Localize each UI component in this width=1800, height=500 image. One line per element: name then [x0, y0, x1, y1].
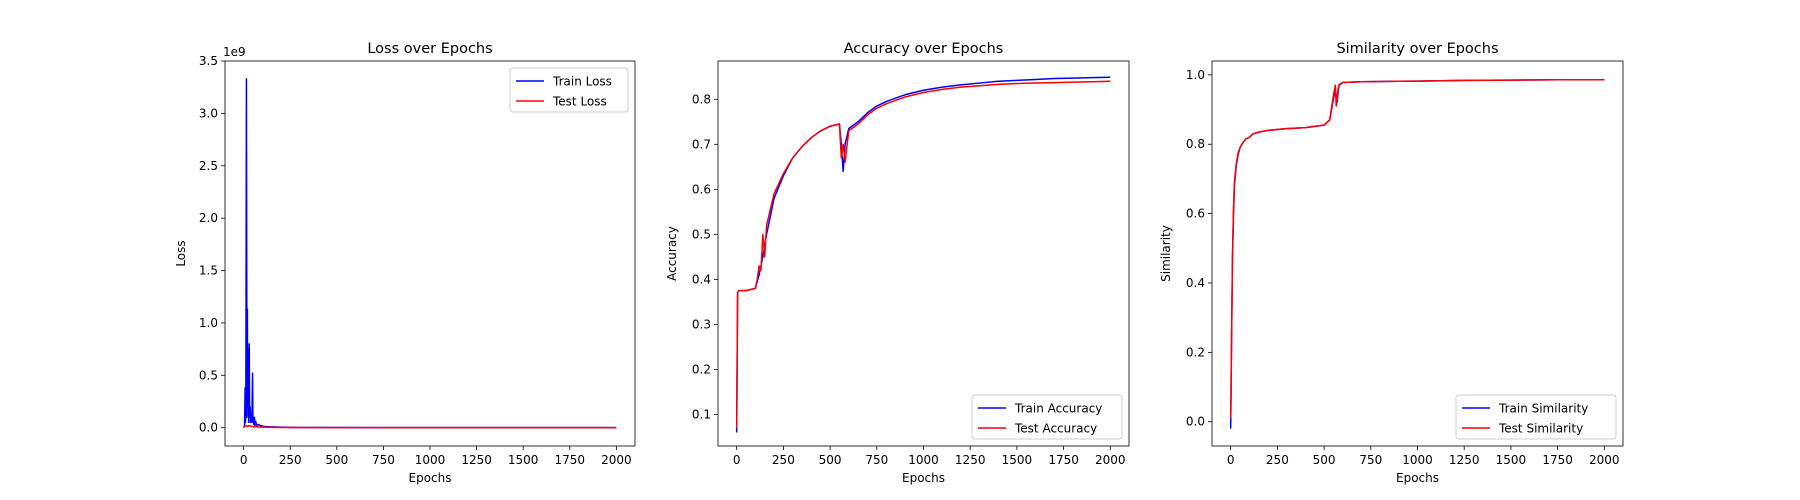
legend-box [1455, 394, 1617, 440]
x-tick-label: 1500 [1496, 453, 1527, 467]
legend-label-test: Test Accuracy [1014, 422, 1097, 436]
x-tick-label: 250 [1266, 453, 1289, 467]
y-tick-label: 2.0 [199, 211, 218, 225]
axes-frame [1211, 60, 1624, 447]
y-tick-label: 3.0 [199, 106, 218, 120]
x-tick-label: 1250 [1449, 453, 1480, 467]
y-tick-label: 3.5 [199, 54, 218, 68]
chart-title: Accuracy over Epochs [844, 41, 1004, 57]
series-line-test [243, 424, 617, 429]
x-tick-label: 1750 [554, 453, 585, 467]
y-tick-label: 0.2 [692, 362, 711, 376]
chart-panel-1: 0 250 500 750 1000 1250 1500 1750 2000 0.0 0.5 1.0 1… [174, 41, 636, 485]
x-tick-label: 750 [1359, 453, 1382, 467]
y-tick-label: 0.1 [692, 407, 711, 421]
y-tick-label: 0.8 [692, 92, 711, 106]
y-tick-label: 1.5 [199, 264, 218, 278]
x-tick-label: 750 [372, 453, 395, 467]
y-tick-label: 0.3 [692, 317, 711, 331]
legend-label-test: Test Loss [552, 95, 607, 109]
x-tick-label: 1500 [1002, 453, 1033, 467]
legend: Train Similarity Test Similarity [1455, 394, 1617, 440]
x-tick-label: 1250 [955, 453, 986, 467]
x-tick-label: 250 [772, 453, 795, 467]
series-line-test [735, 80, 1111, 428]
y-tick-label: 0.6 [692, 182, 711, 196]
y-tick-label: 0.0 [199, 421, 218, 435]
series-line-train [242, 78, 617, 429]
y-tick-label: 0.6 [1186, 207, 1205, 221]
y-offset-text: 1e9 [223, 45, 246, 59]
y-tick-label: 0.0 [1186, 415, 1205, 429]
y-axis-label: Similarity [1159, 225, 1173, 282]
x-tick-label: 2000 [1095, 453, 1126, 467]
x-tick-label: 0 [733, 453, 741, 467]
legend-box [971, 394, 1123, 440]
series-line-test [1229, 78, 1605, 419]
y-tick-label: 0.5 [199, 368, 218, 382]
y-tick-label: 0.5 [692, 227, 711, 241]
axes-frame [717, 60, 1130, 447]
x-tick-label: 1000 [415, 453, 446, 467]
x-axis-label: Epochs [1396, 471, 1439, 485]
y-tick-label: 0.8 [1186, 137, 1205, 151]
chart-panel-3: 0 250 500 750 1000 1250 1500 1750 2000 0.0 0.2 0.4 0… [1159, 41, 1624, 485]
x-tick-label: 1250 [461, 453, 492, 467]
x-tick-label: 500 [325, 453, 348, 467]
legend: Train Loss Test Loss [509, 67, 629, 113]
x-tick-label: 500 [1313, 453, 1336, 467]
y-axis-label: Loss [174, 240, 188, 266]
series-line-train [735, 76, 1111, 433]
y-tick-label: 0.2 [1186, 345, 1205, 359]
legend: Train Accuracy Test Accuracy [971, 394, 1123, 440]
x-tick-label: 1750 [1048, 453, 1079, 467]
y-tick-label: 0.7 [692, 137, 711, 151]
legend-label-train: Train Similarity [1498, 402, 1588, 416]
axes-frame [224, 60, 636, 447]
legend-label-train: Train Loss [552, 75, 612, 89]
x-tick-label: 1750 [1542, 453, 1573, 467]
series-line-train [1229, 78, 1605, 429]
legend-label-test: Test Similarity [1498, 422, 1583, 436]
x-tick-label: 1000 [908, 453, 939, 467]
x-tick-label: 1000 [1402, 453, 1433, 467]
x-tick-label: 2000 [601, 453, 632, 467]
x-tick-label: 0 [1227, 453, 1235, 467]
y-tick-label: 1.0 [199, 316, 218, 330]
x-tick-label: 1500 [508, 453, 539, 467]
chart-title: Similarity over Epochs [1336, 41, 1498, 57]
x-axis-label: Epochs [409, 471, 452, 485]
chart-title: Loss over Epochs [367, 41, 492, 57]
x-tick-label: 750 [865, 453, 888, 467]
y-axis-label: Accuracy [665, 226, 679, 281]
y-tick-label: 2.5 [199, 159, 218, 173]
x-axis-label: Epochs [902, 471, 945, 485]
chart-panel-2: 0 250 500 750 1000 1250 1500 1750 2000 0.1 0.2 0.3 0… [665, 41, 1130, 485]
y-tick-label: 0.4 [692, 272, 711, 286]
x-tick-label: 500 [819, 453, 842, 467]
x-tick-label: 2000 [1589, 453, 1620, 467]
y-tick-label: 0.4 [1186, 276, 1205, 290]
x-tick-label: 250 [279, 453, 302, 467]
y-tick-label: 1.0 [1186, 68, 1205, 82]
legend-label-train: Train Accuracy [1014, 402, 1102, 416]
x-tick-label: 0 [240, 453, 248, 467]
